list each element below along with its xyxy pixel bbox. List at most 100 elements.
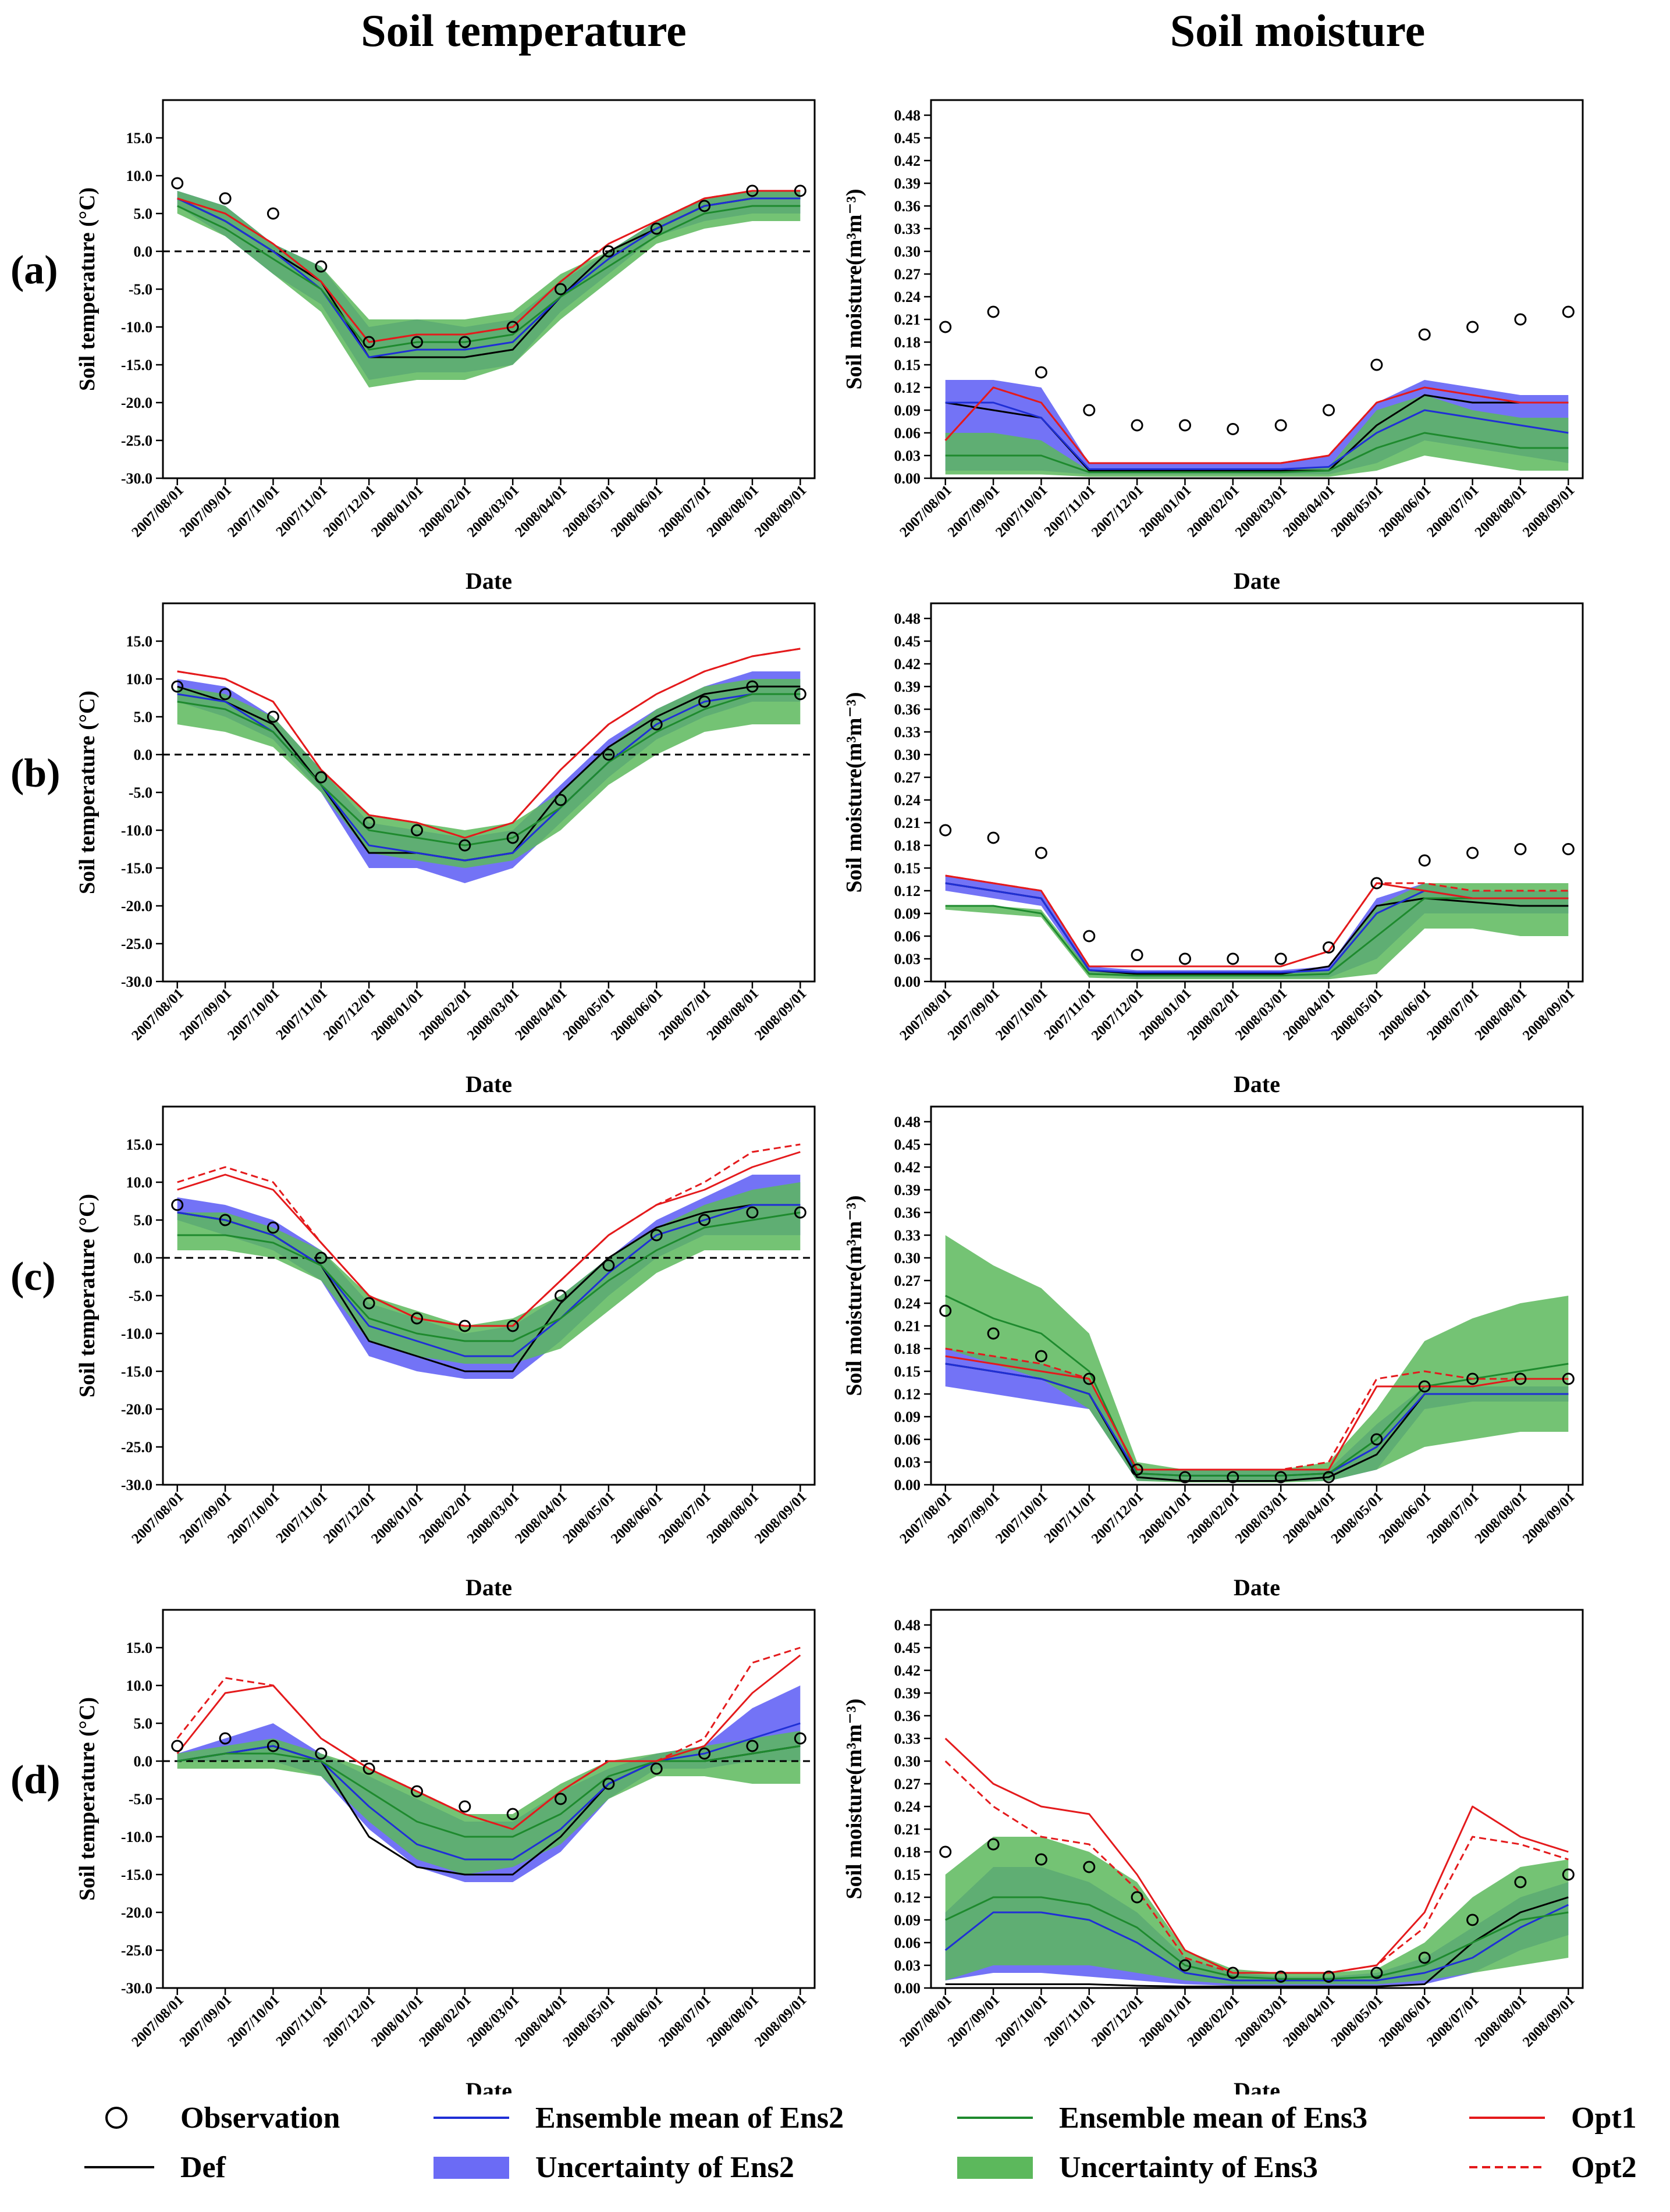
y-tick-label: 10.0 (126, 1677, 153, 1694)
x-tick-label: 2008/09/01 (752, 986, 810, 1044)
observation-point (363, 1762, 375, 1775)
observation-point (459, 839, 471, 852)
x-tick-label: 2008/04/01 (1280, 1489, 1338, 1547)
y-tick-label: 0.45 (894, 1136, 921, 1153)
y-tick-label: 0.45 (894, 1640, 921, 1656)
x-tick-label: 2007/08/01 (897, 986, 955, 1044)
series-opt2 (177, 648, 801, 839)
observation-point (315, 1251, 328, 1264)
x-axis-label: Date (1234, 1071, 1280, 1097)
observation-point (746, 1206, 759, 1219)
y-tick-label: -20.0 (121, 1904, 152, 1921)
y-tick-label: 0.15 (894, 1866, 921, 1883)
x-tick-label: 2008/01/01 (1136, 1489, 1195, 1547)
observation-point (267, 1221, 279, 1234)
observation-point (698, 695, 711, 708)
series-opt2 (945, 874, 1569, 968)
x-tick-label: 2007/09/01 (177, 1489, 235, 1547)
observation-point (459, 1320, 471, 1332)
y-tick-label: -5.0 (129, 1791, 152, 1808)
y-tick-label: -15.0 (121, 1363, 152, 1380)
y-axis-label: Soil temperature (°C) (75, 1194, 100, 1397)
y-tick-label: 0.12 (894, 379, 921, 396)
x-tick-label: 2007/08/01 (897, 1489, 955, 1547)
series-opt2 (177, 1143, 801, 1327)
panel-label-b: (b) (10, 751, 61, 796)
y-axis-label: Soil temperature (°C) (75, 187, 100, 391)
y-tick-label: 0.0 (134, 1753, 153, 1770)
observation-point (939, 824, 952, 837)
y-tick-label: 0.36 (894, 1708, 921, 1724)
y-tick-label: 0.45 (894, 633, 921, 650)
observation-point (1466, 1914, 1479, 1926)
observation-point (1179, 952, 1191, 965)
x-tick-label: 2007/09/01 (945, 1489, 1003, 1547)
plot-frame (162, 99, 816, 479)
observation-point (219, 688, 232, 700)
x-tick-label: 2008/07/01 (1424, 1992, 1482, 2050)
observation-point (315, 260, 328, 273)
x-tick-label: 2008/01/01 (1136, 986, 1195, 1044)
observation-point (459, 336, 471, 348)
observation-point (267, 207, 279, 220)
observation-point (602, 1259, 615, 1272)
y-axis-label: Soil moisture(m³m⁻³) (842, 1698, 866, 1899)
plot-frame (162, 602, 816, 983)
observation-point (794, 688, 806, 700)
series-ensemble-mean-of-ens3 (177, 693, 801, 847)
observation-point (1514, 1876, 1527, 1889)
legend-marker-ens2-mean (434, 2117, 509, 2119)
chart-a-temperature: -30.0 -25.0 -20.0 -15.0 -10.0 -5.0 0.0 5.0 10.0 1… (75, 99, 816, 594)
band-uncertainty-of-ens3 (945, 1837, 1569, 1985)
y-tick-label: 0.36 (894, 701, 921, 718)
x-tick-label: 2008/08/01 (1472, 1992, 1530, 2050)
observation-point (1179, 1471, 1191, 1484)
x-tick-label: 2008/01/01 (368, 482, 427, 540)
y-tick-label: 0.21 (894, 1318, 921, 1335)
observation-point (506, 1808, 519, 1820)
observation-point (1370, 877, 1383, 890)
y-tick-label: 0.00 (894, 1477, 921, 1493)
series-ensemble-mean-of-ens3 (177, 1211, 801, 1342)
x-tick-label: 2007/10/01 (993, 1489, 1051, 1547)
y-tick-label: 0.48 (894, 1114, 921, 1130)
x-tick-label: 2008/07/01 (1424, 1489, 1482, 1547)
y-tick-label: 0.00 (894, 1980, 921, 1997)
observation-point (1227, 1966, 1239, 1979)
observation-points (171, 680, 806, 852)
y-tick-label: 0.06 (894, 1934, 921, 1951)
observation-point (555, 1793, 567, 1805)
series-ensemble-mean-of-ens3 (177, 1745, 801, 1838)
x-axis-label: Date (1234, 2078, 1280, 2094)
y-tick-label: 0.18 (894, 334, 921, 351)
series-ensemble-mean-of-ens2 (177, 1204, 801, 1357)
x-axis-label: Date (466, 2078, 512, 2094)
y-tick-label: 0.15 (894, 860, 921, 877)
series-ensemble-mean-of-ens3 (945, 1896, 1569, 1980)
series-opt1 (944, 1737, 1569, 1974)
observation-point (1274, 419, 1287, 432)
y-tick-label: 0.00 (894, 470, 921, 487)
y-tick-label: -20.0 (121, 1401, 152, 1418)
observation-point (1418, 1951, 1431, 1964)
x-tick-label: 2007/12/01 (1089, 986, 1147, 1044)
y-tick-label: 0.39 (894, 175, 921, 192)
observation-point (1131, 949, 1143, 961)
y-tick-label: 0.18 (894, 1340, 921, 1357)
x-tick-label: 2007/12/01 (321, 986, 379, 1044)
legend-item-opt2: Opt2 (1466, 2144, 1637, 2190)
observation-point (1418, 854, 1431, 867)
observation-point (1323, 941, 1335, 954)
series-opt2 (177, 190, 801, 343)
y-tick-label: 0.15 (894, 1363, 921, 1380)
observation-point (219, 192, 232, 205)
plots-canvas: -30.0 -25.0 -20.0 -15.0 -10.0 -5.0 0.0 5.0 10.0 1… (75, 99, 1584, 2094)
observation-point (171, 1199, 184, 1211)
series-ensemble-mean-of-ens3 (945, 1295, 1569, 1477)
observation-point (1514, 313, 1527, 326)
y-tick-label: 5.0 (134, 205, 153, 222)
legend-label-ens3-mean: Ensemble mean of Ens3 (1059, 2101, 1368, 2135)
observation-point (459, 1800, 471, 1813)
observation-point (1035, 366, 1047, 379)
